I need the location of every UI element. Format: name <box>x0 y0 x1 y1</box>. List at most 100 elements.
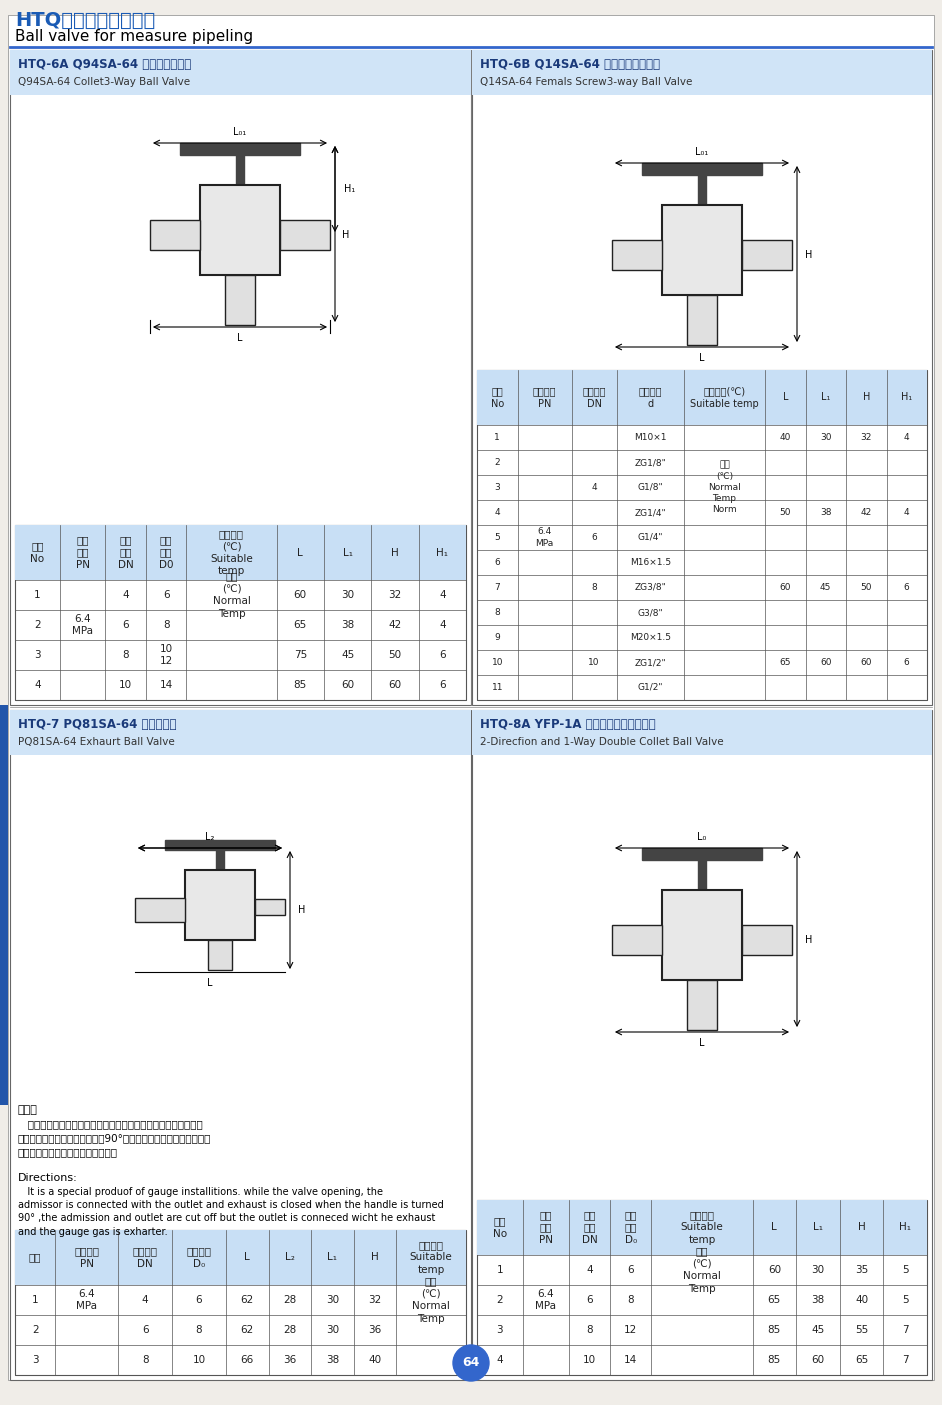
Text: H: H <box>298 905 305 915</box>
Text: ZG1/4": ZG1/4" <box>635 509 666 517</box>
Text: 38: 38 <box>341 620 354 629</box>
Text: 10: 10 <box>119 680 132 690</box>
Text: 6.4
MPa: 6.4 MPa <box>76 1288 97 1311</box>
Text: 6: 6 <box>627 1264 634 1274</box>
Bar <box>280 221 330 250</box>
Text: 9: 9 <box>495 634 500 642</box>
Bar <box>200 185 280 275</box>
Text: L: L <box>207 978 213 988</box>
Text: 2: 2 <box>32 1325 39 1335</box>
Bar <box>742 240 792 270</box>
Text: 6: 6 <box>586 1295 593 1305</box>
Bar <box>472 51 932 705</box>
Text: 3: 3 <box>495 483 500 492</box>
Text: Q14SA-64 Femals Screw3-way Ball Valve: Q14SA-64 Femals Screw3-way Ball Valve <box>480 77 692 87</box>
Text: 5: 5 <box>901 1295 908 1305</box>
Text: 60: 60 <box>779 583 791 592</box>
Text: 6: 6 <box>495 558 500 568</box>
Text: 45: 45 <box>341 651 354 660</box>
Text: 62: 62 <box>240 1295 253 1305</box>
Bar <box>612 240 662 270</box>
Text: L₁: L₁ <box>343 548 352 558</box>
Bar <box>15 525 466 580</box>
Text: 60: 60 <box>768 1264 781 1274</box>
Text: H: H <box>863 392 870 402</box>
Bar <box>642 163 762 176</box>
Text: 10: 10 <box>492 658 503 667</box>
Text: 8: 8 <box>495 608 500 617</box>
Bar <box>477 370 927 700</box>
Bar <box>165 840 275 850</box>
Bar <box>10 51 471 705</box>
Text: L: L <box>783 392 788 402</box>
Text: 8: 8 <box>122 651 129 660</box>
Text: M10×1: M10×1 <box>634 433 667 443</box>
Bar <box>612 924 662 955</box>
Text: 适用温度(℃)
Suitable temp: 适用温度(℃) Suitable temp <box>690 386 759 409</box>
Bar <box>742 924 792 955</box>
Text: HTQ-8A YFP-1A 型两位一通双卡套球阀: HTQ-8A YFP-1A 型两位一通双卡套球阀 <box>480 718 656 732</box>
Text: 序号
No: 序号 No <box>493 1217 507 1239</box>
Text: 65: 65 <box>768 1295 781 1305</box>
Text: 3: 3 <box>496 1325 503 1335</box>
Text: 配管外径
D₀: 配管外径 D₀ <box>187 1246 212 1269</box>
Text: 38: 38 <box>820 509 832 517</box>
Text: 8: 8 <box>627 1295 634 1305</box>
Text: M16×1.5: M16×1.5 <box>629 558 671 568</box>
Text: 公称通径
DN: 公称通径 DN <box>133 1246 157 1269</box>
Text: L₀₁: L₀₁ <box>234 126 247 138</box>
Text: H₁: H₁ <box>436 548 448 558</box>
Text: 公称
通径
DN: 公称 通径 DN <box>118 535 134 570</box>
Text: 8: 8 <box>586 1325 593 1335</box>
Text: HTQ-6A Q94SA-64 型卡套三通球阀: HTQ-6A Q94SA-64 型卡套三通球阀 <box>18 59 191 72</box>
Text: HTQ-6B Q14SA-64 型内螺纹三通球阀: HTQ-6B Q14SA-64 型内螺纹三通球阀 <box>480 59 660 72</box>
Bar <box>472 710 932 1380</box>
Text: G1/8": G1/8" <box>638 483 663 492</box>
Text: 1: 1 <box>34 590 41 600</box>
Text: H: H <box>805 250 812 260</box>
Bar <box>698 173 706 205</box>
Text: 40: 40 <box>855 1295 869 1305</box>
Text: L₁: L₁ <box>328 1252 337 1263</box>
Text: 50: 50 <box>388 651 401 660</box>
Text: 10: 10 <box>192 1354 205 1366</box>
Text: 此阀为各系统仪表安装的专用产品，阀门打开，进气口与出气口
接通，排气口关闭。当手轮旋转90°，进气口与出气口切断，出气口
与排气口接通，排出测量仪表气体。: 此阀为各系统仪表安装的专用产品，阀门打开，进气口与出气口 接通，排气口关闭。当手… <box>18 1118 211 1156</box>
Text: 4: 4 <box>586 1264 593 1274</box>
Text: 2: 2 <box>496 1295 503 1305</box>
Text: 75: 75 <box>294 651 307 660</box>
Text: 6: 6 <box>592 532 597 542</box>
Text: 38: 38 <box>326 1354 339 1366</box>
Text: 公称
压力
PN: 公称 压力 PN <box>75 535 89 570</box>
Text: 32: 32 <box>861 433 872 443</box>
Text: 4: 4 <box>122 590 129 600</box>
Bar <box>642 849 762 860</box>
Bar <box>472 710 932 754</box>
Bar <box>662 205 742 295</box>
Text: 6: 6 <box>904 658 910 667</box>
Bar <box>10 710 471 1380</box>
Text: 4: 4 <box>904 433 910 443</box>
Text: 10
12: 10 12 <box>159 643 172 666</box>
Text: 14: 14 <box>625 1354 638 1366</box>
Text: 30: 30 <box>326 1295 339 1305</box>
Text: ZG3/8": ZG3/8" <box>634 583 666 592</box>
Text: 6.4
MPa: 6.4 MPa <box>535 527 554 548</box>
Text: L: L <box>699 1038 705 1048</box>
Bar <box>477 370 927 424</box>
Text: 公称
压力
PN: 公称 压力 PN <box>539 1210 553 1245</box>
Text: 6: 6 <box>122 620 129 629</box>
Text: L₁: L₁ <box>813 1222 823 1232</box>
Text: L: L <box>298 548 303 558</box>
Text: 4: 4 <box>496 1354 503 1366</box>
Bar <box>698 858 706 889</box>
Text: 30: 30 <box>326 1325 339 1335</box>
Bar <box>15 1229 466 1286</box>
Bar <box>150 221 200 250</box>
Bar <box>236 153 244 185</box>
Text: 配管
外径
D0: 配管 外径 D0 <box>159 535 173 570</box>
Text: 7: 7 <box>901 1354 908 1366</box>
Bar <box>180 143 300 155</box>
Text: 4: 4 <box>439 620 446 629</box>
Text: 10: 10 <box>588 658 600 667</box>
Text: 28: 28 <box>284 1295 297 1305</box>
